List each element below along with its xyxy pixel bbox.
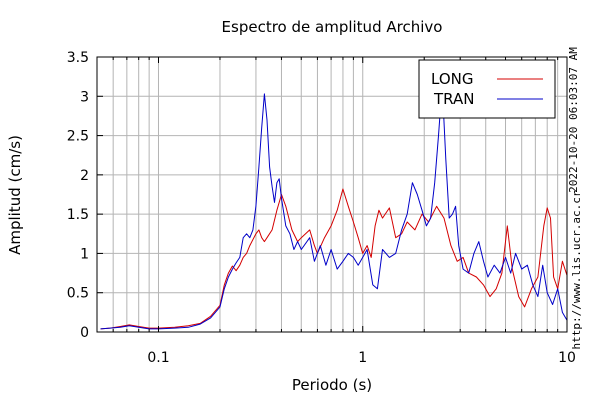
series-lines — [100, 84, 568, 330]
x-axis-label: Periodo (s) — [292, 376, 372, 394]
axis-ticks: 0 0.5 1 1.5 2 2.5 3 3.5 0.1 1 10 — [67, 50, 576, 366]
series-line-long — [100, 188, 568, 330]
y-tick-label: 3 — [80, 89, 89, 105]
y-axis-label: Amplitud (cm/s) — [6, 135, 24, 255]
legend: LONG TRAN — [418, 59, 556, 119]
y-tick-label: 1.5 — [67, 207, 89, 223]
timestamp-text: 2022-10-20 06:03:07 AM — [567, 47, 580, 193]
chart-title: Espectro de amplitud Archivo — [222, 18, 443, 36]
legend-box — [418, 59, 556, 119]
x-tick-label: 0.1 — [147, 350, 169, 366]
y-tick-label: 0.5 — [67, 286, 89, 302]
legend-label-tran: TRAN — [433, 90, 474, 108]
x-tick-label: 1 — [358, 350, 367, 366]
y-tick-label: 2.5 — [67, 129, 89, 145]
x-tick-label: 10 — [558, 350, 576, 366]
y-tick-label: 0 — [80, 325, 89, 341]
website-text: http://www.lis.ucr.ac.cr — [570, 190, 583, 349]
y-tick-label: 3.5 — [67, 50, 89, 66]
legend-label-long: LONG — [431, 70, 473, 88]
grid — [96, 56, 568, 333]
y-tick-label: 1 — [80, 246, 89, 262]
series-line-tran — [100, 84, 568, 330]
plot-frame — [96, 56, 568, 333]
y-tick-label: 2 — [80, 168, 89, 184]
